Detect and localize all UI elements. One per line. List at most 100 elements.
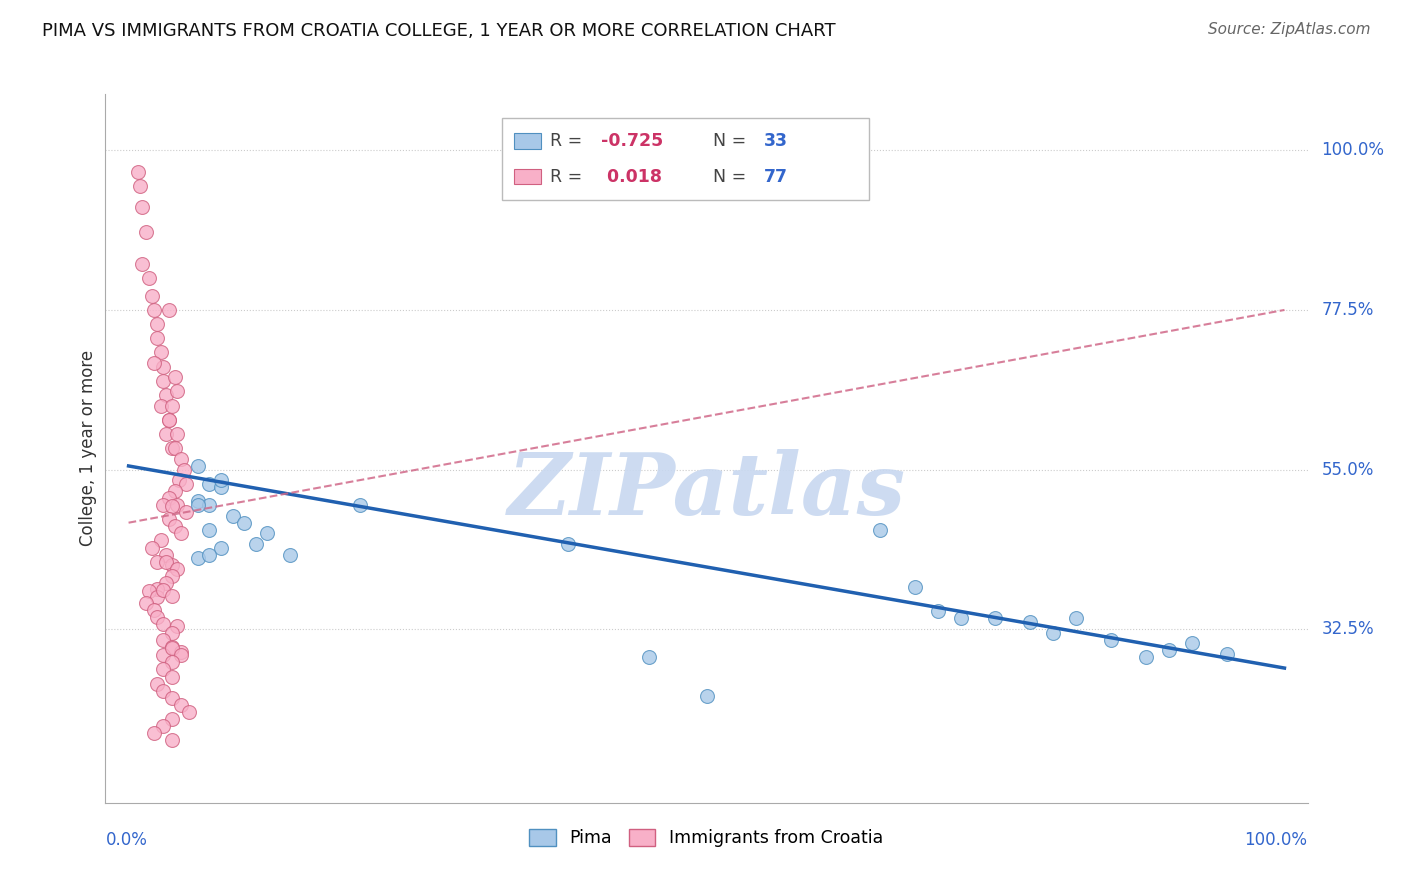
Point	[1099, 632, 1122, 647]
Point	[157, 413, 180, 427]
Point	[135, 596, 157, 610]
Point	[143, 603, 166, 617]
Y-axis label: College, 1 year or more: College, 1 year or more	[79, 351, 97, 546]
Point	[155, 576, 177, 591]
Point	[209, 473, 232, 487]
Point	[157, 302, 180, 317]
Point	[198, 498, 221, 512]
Point	[1019, 615, 1042, 629]
Bar	[502, 119, 869, 200]
Point	[157, 491, 180, 505]
Legend: Pima, Immigrants from Croatia: Pima, Immigrants from Croatia	[523, 822, 890, 855]
Text: ZIPatlas: ZIPatlas	[508, 449, 905, 533]
Point	[173, 462, 195, 476]
Point	[162, 641, 184, 656]
Bar	[515, 169, 541, 185]
Point	[131, 257, 153, 271]
Point	[233, 516, 256, 530]
Point	[927, 604, 949, 618]
Point	[162, 569, 184, 583]
Point	[162, 442, 184, 456]
Point	[146, 676, 169, 690]
Point	[152, 683, 174, 698]
Text: 77.5%: 77.5%	[1322, 301, 1374, 319]
Text: R =: R =	[550, 132, 588, 150]
Point	[349, 498, 371, 512]
Point	[187, 498, 209, 512]
Point	[949, 611, 972, 625]
Point	[141, 289, 163, 303]
Point	[169, 451, 191, 466]
Point	[162, 656, 184, 670]
Point	[143, 356, 166, 370]
Point	[695, 690, 717, 704]
Point	[176, 505, 198, 519]
Point	[166, 618, 188, 632]
Point	[146, 317, 169, 331]
Point	[166, 562, 188, 576]
Point	[155, 388, 177, 402]
Text: R =: R =	[550, 168, 588, 186]
Point	[138, 271, 160, 285]
Point	[198, 476, 221, 491]
Point	[152, 359, 174, 374]
Point	[256, 526, 278, 541]
Text: 0.0%: 0.0%	[105, 830, 148, 848]
Point	[637, 650, 659, 665]
Text: 32.5%: 32.5%	[1322, 620, 1374, 638]
Point	[166, 384, 188, 399]
Point	[152, 374, 174, 388]
Text: 100.0%: 100.0%	[1322, 142, 1385, 160]
Point	[1135, 650, 1157, 665]
Point	[162, 558, 184, 573]
Point	[187, 494, 209, 508]
Point	[163, 519, 186, 533]
Text: 55.0%: 55.0%	[1322, 460, 1374, 478]
Point	[162, 399, 184, 413]
Point	[152, 583, 174, 598]
Point	[166, 427, 188, 442]
Point	[146, 331, 169, 345]
Point	[169, 698, 191, 712]
Point	[149, 399, 172, 413]
Point	[152, 632, 174, 647]
Point	[162, 712, 184, 726]
Point	[129, 178, 152, 193]
Text: 33: 33	[765, 132, 789, 150]
Point	[162, 690, 184, 705]
Point	[152, 663, 174, 677]
Point	[155, 555, 177, 569]
Point	[157, 413, 180, 427]
Point	[152, 648, 174, 663]
Point	[209, 480, 232, 494]
Point	[1042, 625, 1064, 640]
Text: 0.018: 0.018	[600, 168, 662, 186]
Point	[149, 345, 172, 359]
Point	[162, 625, 184, 640]
Point	[149, 533, 172, 548]
Point	[1157, 643, 1180, 657]
Point	[280, 548, 302, 562]
Point	[984, 611, 1007, 625]
Text: 77: 77	[765, 168, 789, 186]
Point	[198, 523, 221, 537]
Point	[163, 442, 186, 456]
Point	[169, 645, 191, 659]
Text: 100.0%: 100.0%	[1244, 830, 1308, 848]
Point	[198, 548, 221, 562]
Point	[146, 610, 169, 624]
Point	[176, 476, 198, 491]
Point	[143, 302, 166, 317]
Point	[155, 548, 177, 562]
Point	[131, 200, 153, 214]
Point	[152, 617, 174, 632]
Point	[163, 370, 186, 384]
Point	[187, 458, 209, 473]
Point	[245, 537, 267, 551]
Point	[1181, 636, 1204, 650]
Point	[152, 498, 174, 512]
Point	[166, 498, 188, 512]
Point	[146, 590, 169, 604]
Point	[162, 500, 184, 514]
Point	[169, 473, 191, 487]
